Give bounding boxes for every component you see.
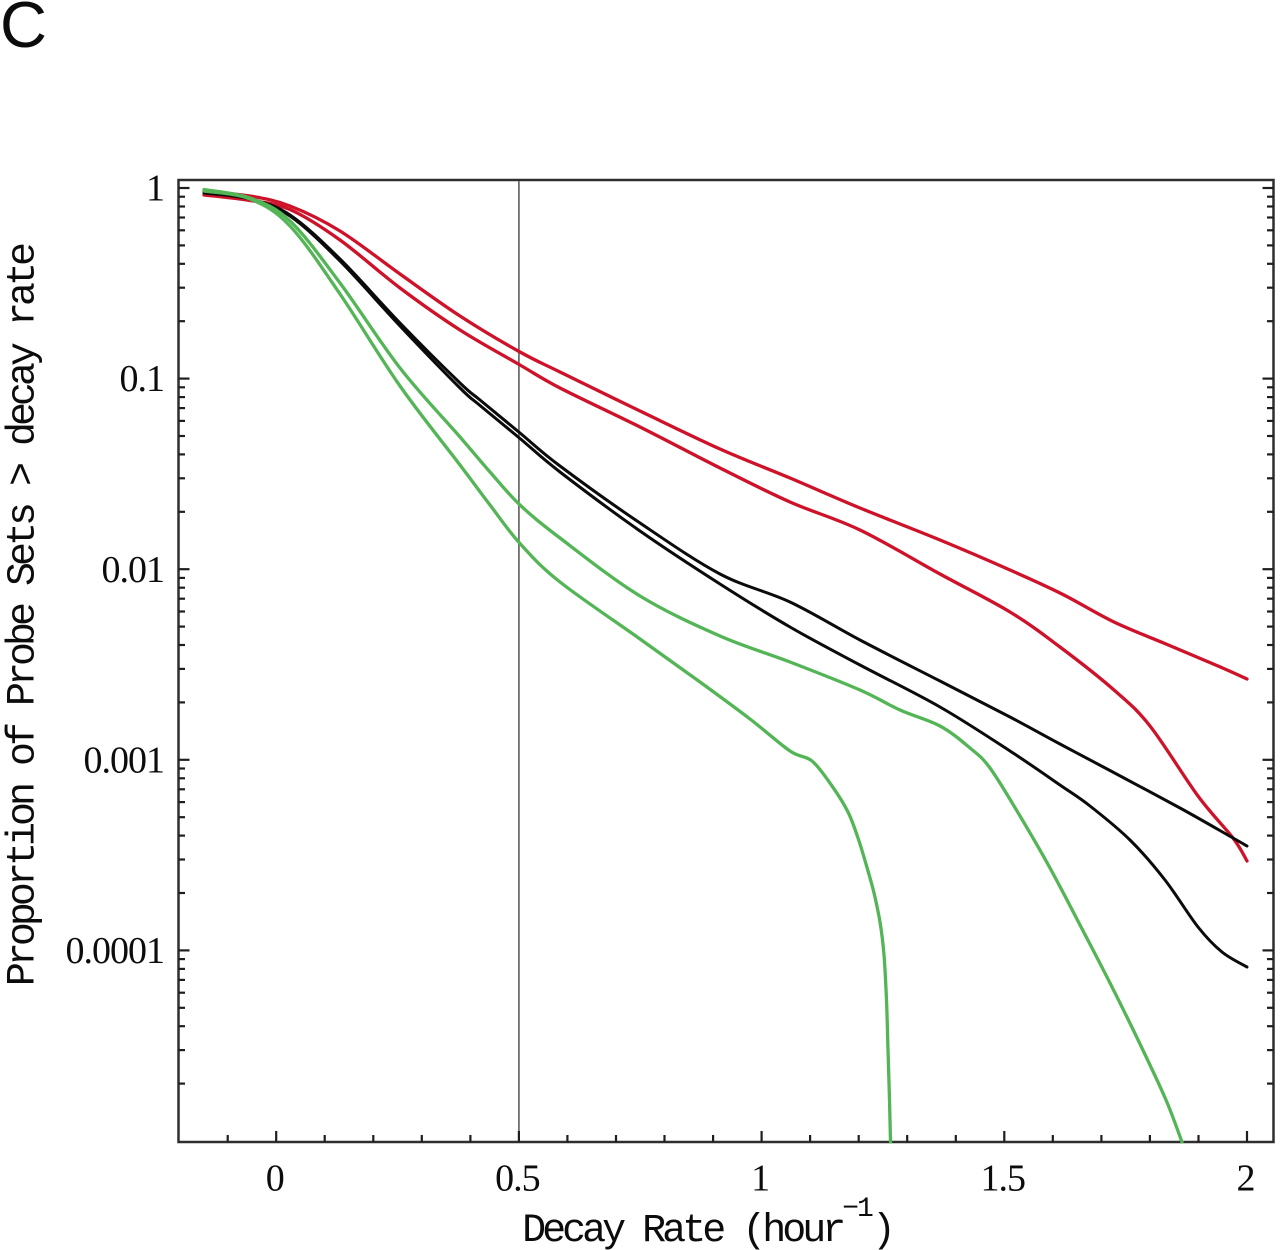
svg-text:0.1: 0.1	[120, 358, 165, 400]
svg-text:0.0001: 0.0001	[66, 930, 165, 972]
svg-text:1: 1	[146, 168, 164, 210]
svg-text:0.001: 0.001	[84, 739, 165, 781]
svg-text:0.5: 0.5	[495, 1158, 540, 1200]
svg-text:1: 1	[751, 1158, 769, 1200]
svg-text:1.5: 1.5	[981, 1158, 1026, 1200]
svg-text:C: C	[0, 0, 47, 61]
svg-text:0: 0	[266, 1158, 284, 1200]
svg-text:0.01: 0.01	[102, 549, 165, 591]
svg-text:2: 2	[1237, 1158, 1255, 1200]
svg-text:Proportion of Probe Sets > dec: Proportion of Probe Sets > decay rate	[2, 244, 47, 986]
